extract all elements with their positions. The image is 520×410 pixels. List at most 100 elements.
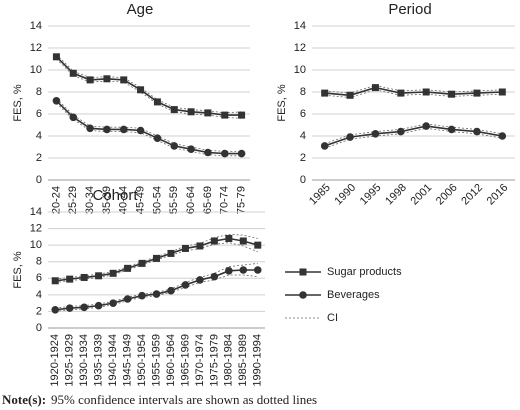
marker <box>239 266 248 274</box>
ci-line <box>324 84 503 94</box>
x-tick-label: 1940-1944 <box>107 334 119 387</box>
x-tick-label: 45-49 <box>134 186 146 214</box>
series-line <box>55 56 242 116</box>
marker <box>109 299 117 307</box>
marker <box>124 264 132 272</box>
marker <box>138 291 146 300</box>
ci-line <box>324 89 503 98</box>
y-tick-label: 6 <box>300 108 306 120</box>
marker <box>498 132 507 140</box>
y-tick-label: 10 <box>30 64 42 76</box>
x-tick-label: 50-54 <box>151 186 163 214</box>
marker <box>86 76 94 84</box>
marker <box>239 237 247 245</box>
marker <box>80 273 88 281</box>
marker <box>170 106 178 114</box>
x-tick-label: 75-79 <box>235 186 247 214</box>
x-tick-label: 1965-1969 <box>179 334 191 387</box>
marker <box>204 148 212 157</box>
x-tick-label: 2001 <box>409 182 435 208</box>
marker <box>196 242 204 250</box>
x-tick-label: 2016 <box>485 182 511 208</box>
marker <box>153 98 161 106</box>
x-tick-label: 2006 <box>434 182 460 208</box>
x-tick-label: 2012 <box>459 182 485 208</box>
x-tick-label: 1925-1929 <box>64 334 76 387</box>
y-tick-label: 10 <box>30 239 42 251</box>
legend-label: CI <box>327 312 338 324</box>
marker <box>473 89 481 97</box>
x-tick-label: 1950-1954 <box>136 334 148 387</box>
marker <box>237 149 246 158</box>
series-line <box>324 125 503 147</box>
x-tick-label: 65-69 <box>202 186 214 214</box>
x-tick-label: 1960-1964 <box>165 334 177 387</box>
ci-line <box>56 58 242 119</box>
marker <box>181 281 190 289</box>
y-tick-label: 12 <box>294 42 306 54</box>
marker <box>66 275 74 283</box>
y-tick-label: 6 <box>36 272 42 284</box>
x-tick-label: 1955-1959 <box>150 334 162 387</box>
x-tick-label: 25-29 <box>67 186 79 214</box>
ci-line <box>55 274 258 312</box>
marker <box>123 295 132 303</box>
marker <box>103 125 111 134</box>
x-tick-label: 1945-1949 <box>121 334 133 387</box>
marker <box>94 301 103 310</box>
x-tick-label: 1935-1939 <box>93 334 105 387</box>
marker <box>210 272 219 281</box>
x-tick-label: 1980-1984 <box>223 334 235 387</box>
marker <box>167 249 175 257</box>
y-axis-label: FES, % <box>12 84 24 122</box>
y-tick-label: 4 <box>36 130 42 142</box>
marker <box>253 266 262 274</box>
y-tick-label: 0 <box>300 174 306 186</box>
marker <box>187 108 195 116</box>
marker <box>51 305 60 314</box>
marker <box>65 304 74 312</box>
marker <box>447 125 456 134</box>
y-tick-label: 10 <box>294 64 306 76</box>
marker <box>371 130 380 138</box>
y-tick-label: 8 <box>36 86 42 98</box>
x-tick-label: 1975-1979 <box>208 334 220 387</box>
marker <box>448 90 456 98</box>
legend-marker <box>299 291 307 299</box>
x-tick-label: 70-74 <box>219 186 231 214</box>
marker <box>204 109 212 117</box>
marker <box>170 142 179 150</box>
y-tick-label: 2 <box>300 152 306 164</box>
x-tick-label: 1970-1974 <box>194 334 206 387</box>
legend-marker <box>299 268 307 276</box>
marker <box>187 145 195 153</box>
marker <box>152 290 161 298</box>
panel-title: Age <box>127 1 154 18</box>
marker <box>225 235 233 243</box>
y-tick-label: 4 <box>36 289 42 301</box>
panel-title: Period <box>388 1 431 18</box>
y-tick-label: 14 <box>30 20 42 32</box>
marker <box>167 286 175 295</box>
marker <box>397 127 405 136</box>
y-tick-label: 6 <box>36 108 42 120</box>
marker <box>52 53 60 61</box>
marker <box>254 241 262 249</box>
marker <box>120 76 128 84</box>
x-tick-label: 1985 <box>307 182 333 208</box>
x-tick-label: 1990 <box>332 182 358 208</box>
marker <box>137 86 145 94</box>
legend-marker-shape <box>299 291 307 299</box>
marker <box>220 149 229 158</box>
x-tick-label: 55-59 <box>168 186 180 214</box>
legend-label: Beverages <box>327 289 380 301</box>
x-tick-label: 40-44 <box>118 186 130 214</box>
marker <box>69 69 77 77</box>
ci-line <box>56 54 242 114</box>
series-line <box>55 100 242 155</box>
note: Note(s): 95% confidence intervals are sho… <box>2 392 317 407</box>
y-tick-label: 2 <box>36 305 42 317</box>
marker <box>371 84 379 92</box>
y-tick-label: 0 <box>36 174 42 186</box>
